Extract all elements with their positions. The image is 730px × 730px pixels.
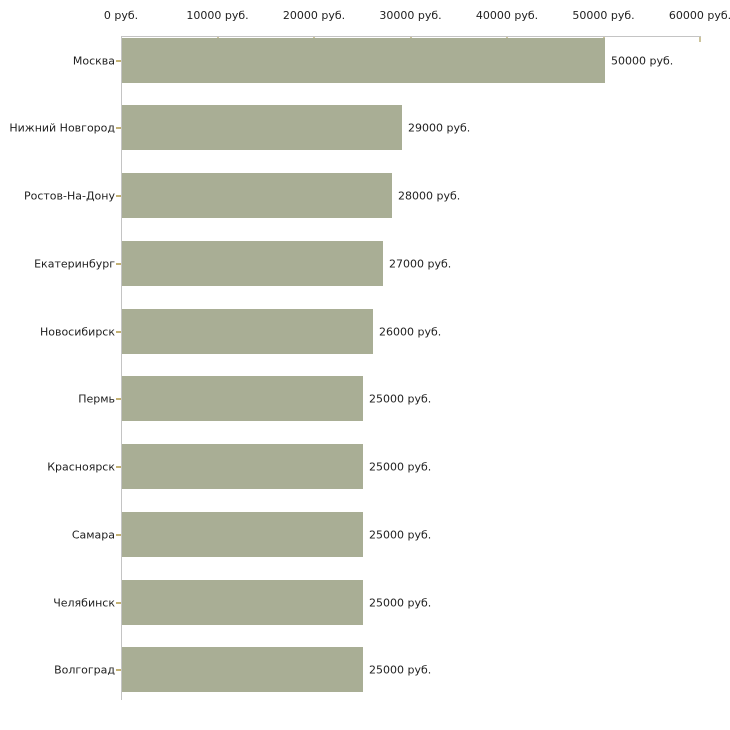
category-label: Красноярск [47,460,115,473]
category-tick-mark [116,397,121,400]
category-tick-mark [116,668,121,671]
category-tick-mark [116,533,121,536]
bar [122,173,392,218]
category-tick-mark [116,59,121,62]
value-label: 25000 руб. [369,528,432,541]
category-tick-mark [116,194,121,197]
y-axis-line [121,36,122,700]
category-tick-mark [116,330,121,333]
category-label: Ростов-На-Дону [23,189,115,202]
bar [122,309,373,354]
x-axis-tick-label: 20000 руб. [282,9,346,22]
category-label: Самара [71,528,115,541]
value-label: 50000 руб. [611,54,674,67]
bar [122,580,363,625]
value-label: 26000 руб. [379,325,442,338]
bar [122,376,363,421]
category-tick-mark [116,601,121,604]
x-axis-tick-label: 50000 руб. [572,9,635,22]
x-axis-tick-label: 60000 руб. [668,9,730,22]
category-tick-mark [116,465,121,468]
x-axis-line [121,36,701,37]
value-label: 28000 руб. [398,189,461,202]
category-label: Екатеринбург [34,257,115,270]
category-label: Новосибирск [39,325,115,338]
x-axis-tick-label: 40000 руб. [475,9,539,22]
category-label: Челябинск [53,596,115,609]
value-label: 25000 руб. [369,663,432,676]
category-label: Пермь [78,392,115,405]
x-axis-tick-mark [699,37,701,42]
value-label: 25000 руб. [369,392,432,405]
x-axis-tick-label: 10000 руб. [186,9,249,22]
value-label: 29000 руб. [408,121,471,134]
category-tick-mark [116,262,121,265]
bar [122,105,402,150]
bar [122,647,363,692]
x-axis-tick-label: 30000 руб. [379,9,442,22]
bar [122,38,605,83]
value-label: 25000 руб. [369,460,432,473]
category-label: Москва [72,54,115,67]
value-label: 27000 руб. [389,257,452,270]
value-label: 25000 руб. [369,596,432,609]
category-label: Нижний Новгород [9,121,115,134]
category-tick-mark [116,126,121,129]
x-axis-tick-label: 0 руб. [103,9,139,22]
bar [122,241,383,286]
bar [122,444,363,489]
bar [122,512,363,557]
category-label: Волгоград [54,663,115,676]
